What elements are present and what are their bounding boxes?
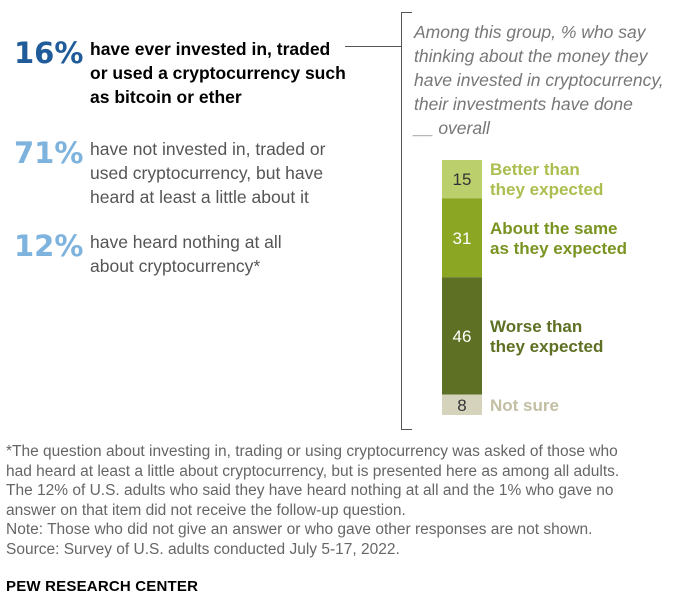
stat-heard-nothing: 12% have heard nothing at all about cryp…	[14, 229, 352, 278]
chart-title-line: __ overall	[414, 118, 490, 138]
bar-segment-0	[442, 160, 482, 199]
bar-category-label-3: Not sure	[490, 396, 559, 415]
bar-value-label-3: 8	[457, 396, 466, 415]
footnote-line: had heard at least a little about crypto…	[6, 462, 620, 480]
stat-percentage: 12%	[14, 229, 84, 263]
stat-description: have ever invested in, traded or used a …	[90, 37, 352, 109]
stat-percentage: 16%	[14, 36, 84, 70]
bar-segment-1	[442, 198, 482, 278]
group-bracket	[401, 12, 412, 430]
bar-category-label-2: Worse than they expected	[490, 317, 603, 356]
stat-description-line: heard at least a little about it	[90, 187, 309, 207]
bar-segment-3	[442, 394, 482, 415]
stat-description: have not invested in, traded or used cry…	[90, 137, 352, 209]
bar-value-label-1: 31	[453, 229, 472, 248]
stat-description-line: have heard nothing at all	[90, 232, 282, 252]
stat-invested: 16% have ever invested in, traded or use…	[14, 36, 352, 109]
footnote-line: The 12% of U.S. adults who said they hav…	[6, 482, 614, 499]
stat-description-line: about cryptocurrency*	[90, 256, 261, 276]
note-line: Note: Those who did not give an answer o…	[6, 521, 593, 538]
bar-segment-2	[442, 277, 482, 395]
stat-description: have heard nothing at all about cryptocu…	[90, 230, 352, 278]
bar-value-label-0: 15	[453, 170, 472, 189]
stat-percentage: 71%	[14, 136, 84, 170]
stat-description-line: have not invested in, traded or	[90, 139, 326, 159]
connector-line	[345, 46, 401, 47]
footnote-line: answer on that item did not receive the …	[6, 501, 406, 519]
footnote-line: *The question about investing in, tradin…	[6, 443, 618, 460]
chart-title-line: their investments have done	[414, 94, 633, 114]
chart-title-line: thinking about the money they	[414, 46, 648, 66]
stat-description-line: used cryptocurrency, but have	[90, 163, 324, 183]
source-line: Source: Survey of U.S. adults conducted …	[6, 540, 400, 558]
bar-category-label-0: Better than they expected	[490, 160, 603, 199]
chart-title: Among this group, % who say thinking abo…	[414, 20, 696, 140]
stat-description-line: have ever invested in, traded	[90, 39, 331, 59]
chart-title-line: have invested in cryptocurrency,	[414, 70, 664, 90]
pew-research-center-logo: PEW RESEARCH CENTER	[6, 578, 199, 595]
stat-heard-not-invested: 71% have not invested in, traded or used…	[14, 136, 352, 209]
bar-value-label-2: 46	[453, 327, 472, 346]
stat-description-line: or used a cryptocurrency such	[90, 63, 346, 83]
stat-description-line: as bitcoin or ether	[90, 87, 242, 107]
chart-title-line: Among this group, % who say	[414, 22, 646, 42]
bar-category-label-1: About the same as they expected	[490, 219, 627, 258]
footnote: *The question about investing in, tradin…	[6, 442, 696, 559]
